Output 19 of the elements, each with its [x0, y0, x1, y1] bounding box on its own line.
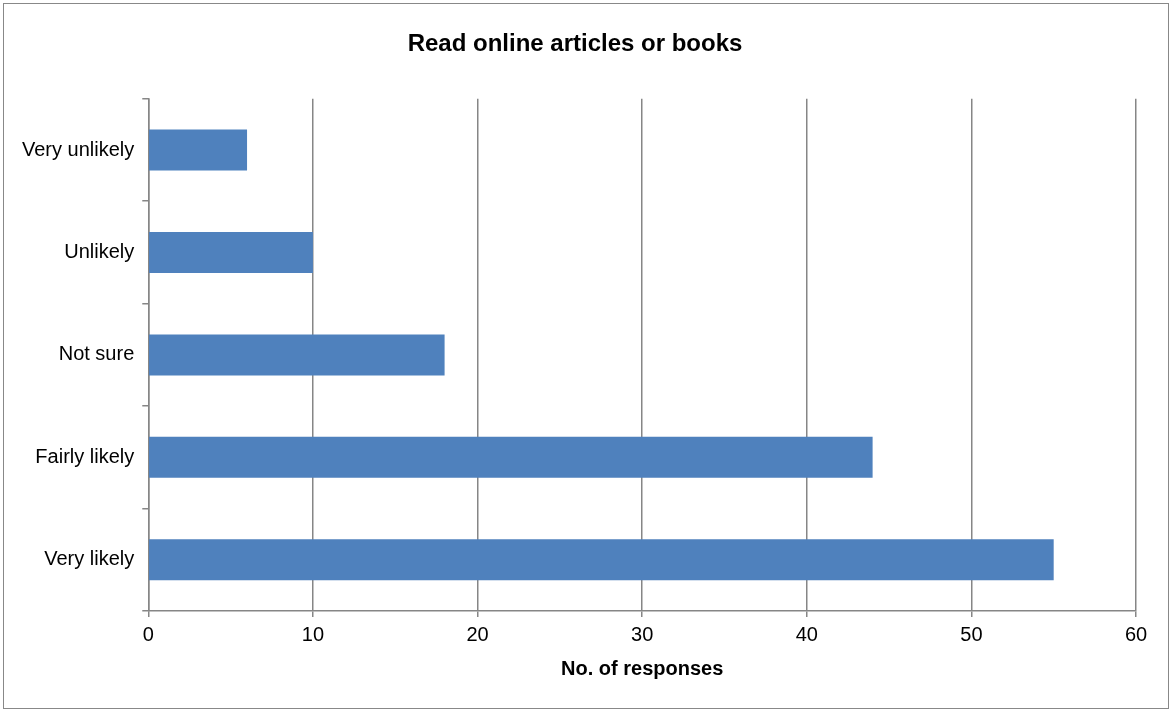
bar: [149, 436, 873, 478]
bar: [149, 231, 313, 273]
y-tick-label: Fairly likely: [35, 444, 135, 467]
x-tick-label: 20: [466, 622, 489, 645]
x-tick-label: 30: [631, 622, 654, 645]
bar: [149, 334, 445, 376]
x-tick-label: 50: [960, 622, 983, 645]
x-axis-title: No. of responses: [561, 656, 724, 679]
y-tick-label: Unlikely: [64, 239, 135, 262]
bar: [149, 129, 248, 171]
x-tick-label: 10: [301, 622, 325, 645]
chart-title: Read online articles or books: [407, 29, 743, 57]
y-tick-label: Not sure: [58, 342, 135, 365]
y-tick-label: Very unlikely: [21, 137, 135, 160]
bar: [149, 539, 1054, 581]
x-tick-label: 60: [1124, 622, 1148, 645]
x-tick-label: 40: [795, 622, 818, 645]
y-tick-label: Very likely: [44, 547, 135, 570]
x-tick-label: 0: [142, 622, 154, 645]
